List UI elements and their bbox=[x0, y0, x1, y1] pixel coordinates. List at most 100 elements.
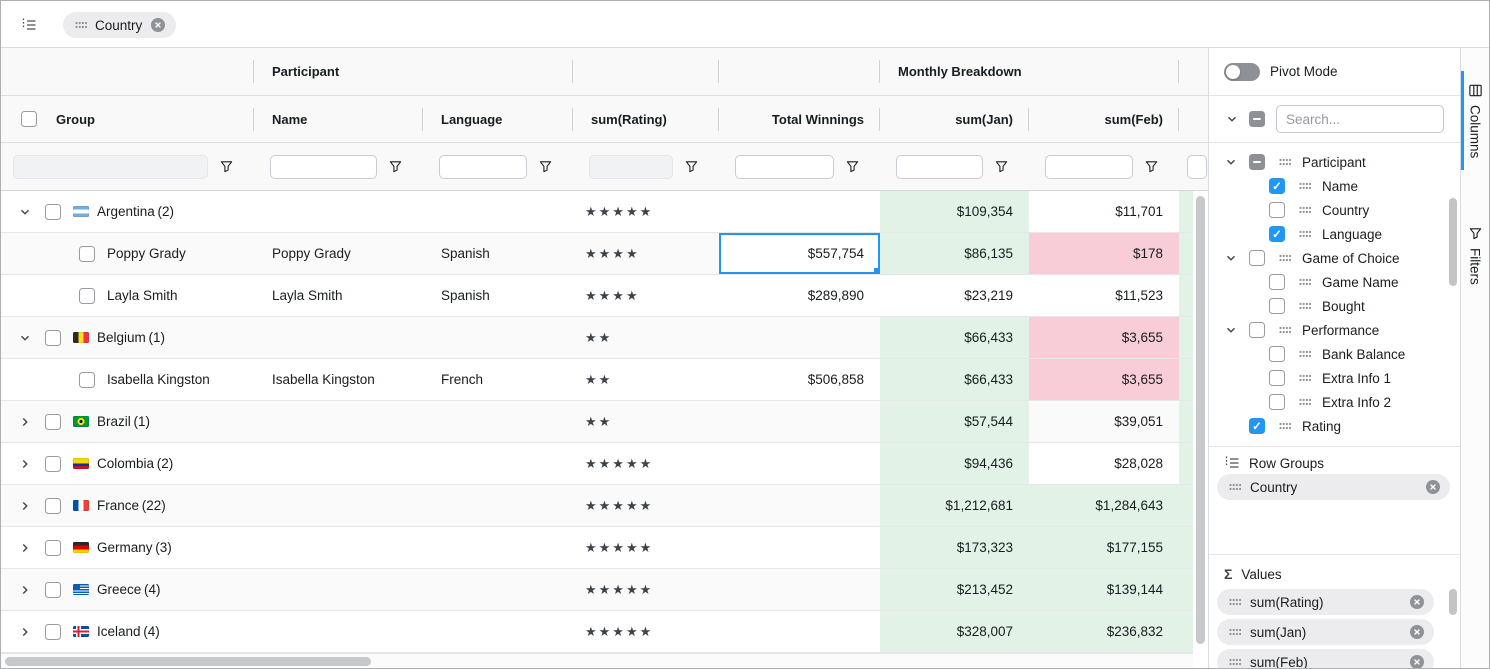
vertical-scrollbar-thumb[interactable] bbox=[1196, 196, 1205, 644]
language-cell[interactable] bbox=[423, 527, 573, 568]
chevron-down-icon[interactable] bbox=[17, 330, 33, 346]
group-cell[interactable]: Germany (3) bbox=[1, 527, 254, 568]
group-cell[interactable]: Colombia (2) bbox=[1, 443, 254, 484]
name-cell[interactable]: Layla Smith bbox=[272, 288, 343, 303]
rating-cell[interactable]: ★★★★★ bbox=[585, 623, 654, 639]
sum-feb-cell[interactable]: $3,655 bbox=[1029, 359, 1179, 400]
language-cell[interactable] bbox=[423, 401, 573, 442]
total-winnings-cell[interactable] bbox=[719, 401, 880, 442]
value-chip-sum-feb-[interactable]: sum(Feb) bbox=[1217, 649, 1434, 668]
filter-icon[interactable] bbox=[387, 159, 403, 175]
filter-input-total-winnings[interactable] bbox=[735, 154, 834, 179]
row-select-checkbox[interactable] bbox=[79, 245, 95, 262]
filter-input-clipped[interactable] bbox=[1187, 155, 1207, 179]
rating-cell[interactable]: ★★★★★ bbox=[585, 581, 654, 597]
chevron-down-icon[interactable] bbox=[1224, 154, 1238, 170]
column-checkbox-language[interactable] bbox=[1269, 226, 1285, 242]
group-cell[interactable]: Greece (4) bbox=[1, 569, 254, 610]
sum-jan-cell[interactable]: $23,219 bbox=[964, 288, 1013, 303]
sum-feb-cell[interactable]: $1,284,643 bbox=[1029, 485, 1179, 526]
sum-feb-cell[interactable]: $39,051 bbox=[1114, 414, 1163, 429]
row-select-checkbox[interactable] bbox=[79, 287, 95, 304]
filter-input-name[interactable] bbox=[270, 154, 377, 179]
total-winnings-cell[interactable]: $557,754 bbox=[719, 233, 880, 274]
column-header-sum-feb-[interactable]: sum(Feb) bbox=[1029, 96, 1179, 142]
total-winnings-cell[interactable]: $289,890 bbox=[807, 288, 864, 303]
values-scrollbar-thumb[interactable] bbox=[1449, 589, 1457, 615]
column-checkbox-country[interactable] bbox=[1269, 202, 1285, 218]
column-tree-item-bank-balance[interactable]: Bank Balance bbox=[1209, 342, 1460, 366]
row-group-chip-country[interactable]: Country bbox=[63, 12, 177, 38]
column-tree-item-language[interactable]: Language bbox=[1209, 222, 1460, 246]
sum-feb-cell[interactable]: $11,523 bbox=[1115, 288, 1163, 303]
remove-icon[interactable] bbox=[1425, 479, 1441, 495]
column-checkbox-performance[interactable] bbox=[1249, 322, 1265, 338]
name-cell[interactable] bbox=[254, 317, 423, 358]
rating-cell[interactable]: ★★★★ bbox=[585, 245, 640, 261]
value-chip-sum-rating-[interactable]: sum(Rating) bbox=[1217, 589, 1434, 615]
column-checkbox-extra-info-2[interactable] bbox=[1269, 394, 1285, 410]
column-checkbox-game-name[interactable] bbox=[1269, 274, 1285, 290]
chevron-down-icon[interactable] bbox=[1224, 111, 1240, 127]
language-cell[interactable] bbox=[423, 317, 573, 358]
name-cell[interactable] bbox=[254, 485, 423, 526]
row-select-checkbox[interactable] bbox=[45, 203, 61, 220]
language-cell[interactable]: Spanish bbox=[441, 288, 490, 303]
remove-icon[interactable] bbox=[1409, 654, 1425, 668]
total-winnings-cell[interactable] bbox=[719, 191, 880, 232]
sum-jan-cell[interactable]: $173,323 bbox=[880, 527, 1029, 568]
total-winnings-cell[interactable] bbox=[719, 611, 880, 652]
column-tree-item-extra-info-1[interactable]: Extra Info 1 bbox=[1209, 366, 1460, 390]
value-chip-sum-jan-[interactable]: sum(Jan) bbox=[1217, 619, 1434, 645]
pivot-mode-toggle[interactable] bbox=[1224, 62, 1260, 81]
column-checkbox-name[interactable] bbox=[1269, 178, 1285, 194]
row-select-checkbox[interactable] bbox=[45, 329, 61, 346]
row-select-checkbox[interactable] bbox=[45, 413, 61, 430]
rating-cell[interactable]: ★★★★★ bbox=[585, 203, 654, 219]
language-cell[interactable] bbox=[423, 485, 573, 526]
column-tree-item-game-of-choice[interactable]: Game of Choice bbox=[1209, 246, 1460, 270]
sum-feb-cell[interactable]: $28,028 bbox=[1114, 456, 1163, 471]
rating-cell[interactable]: ★★★★★ bbox=[585, 539, 654, 555]
chevron-right-icon[interactable] bbox=[17, 498, 33, 514]
filter-input-language[interactable] bbox=[439, 154, 527, 179]
group-cell[interactable]: Brazil (1) bbox=[1, 401, 254, 442]
column-header-sum-jan-[interactable]: sum(Jan) bbox=[880, 96, 1029, 142]
group-cell[interactable]: France (22) bbox=[1, 485, 254, 526]
language-cell[interactable] bbox=[423, 191, 573, 232]
sum-feb-cell[interactable]: $3,655 bbox=[1029, 317, 1179, 358]
sum-feb-cell[interactable]: $139,144 bbox=[1029, 569, 1179, 610]
chevron-right-icon[interactable] bbox=[17, 414, 33, 430]
filter-icon[interactable] bbox=[844, 159, 860, 175]
total-winnings-cell[interactable] bbox=[719, 569, 880, 610]
column-checkbox-rating[interactable] bbox=[1249, 418, 1265, 434]
total-winnings-cell[interactable] bbox=[719, 443, 880, 484]
filter-input-sum-jan-[interactable] bbox=[896, 154, 983, 179]
chevron-right-icon[interactable] bbox=[17, 582, 33, 598]
sum-jan-cell[interactable]: $109,354 bbox=[880, 191, 1029, 232]
column-header-sum-rating-[interactable]: sum(Rating) bbox=[573, 96, 719, 142]
sum-jan-cell[interactable]: $57,544 bbox=[880, 401, 1029, 442]
total-winnings-cell[interactable] bbox=[719, 485, 880, 526]
row-select-checkbox[interactable] bbox=[79, 371, 95, 388]
name-cell[interactable] bbox=[254, 191, 423, 232]
column-checkbox-bank-balance[interactable] bbox=[1269, 346, 1285, 362]
sum-jan-cell[interactable]: $94,436 bbox=[880, 443, 1029, 484]
total-winnings-cell[interactable] bbox=[719, 317, 880, 358]
chevron-down-icon[interactable] bbox=[1224, 322, 1238, 338]
name-cell[interactable] bbox=[254, 527, 423, 568]
language-cell[interactable]: French bbox=[441, 372, 484, 387]
sum-jan-cell[interactable]: $86,135 bbox=[880, 233, 1029, 274]
chevron-right-icon[interactable] bbox=[17, 624, 33, 640]
column-header-group[interactable]: Group bbox=[1, 96, 254, 142]
sum-feb-cell[interactable]: $177,155 bbox=[1029, 527, 1179, 568]
horizontal-scrollbar-thumb[interactable] bbox=[5, 657, 371, 666]
row-group-chip-country[interactable]: Country bbox=[1217, 474, 1450, 500]
filter-input-sum-feb-[interactable] bbox=[1045, 154, 1133, 179]
rating-cell[interactable]: ★★★★ bbox=[585, 287, 640, 303]
sum-jan-cell[interactable]: $213,452 bbox=[880, 569, 1029, 610]
column-checkbox-participant[interactable] bbox=[1249, 154, 1265, 170]
tab-filters[interactable]: Filters bbox=[1461, 214, 1489, 297]
column-tree-item-extra-info-2[interactable]: Extra Info 2 bbox=[1209, 390, 1460, 414]
name-cell[interactable]: Poppy Grady bbox=[272, 246, 351, 261]
